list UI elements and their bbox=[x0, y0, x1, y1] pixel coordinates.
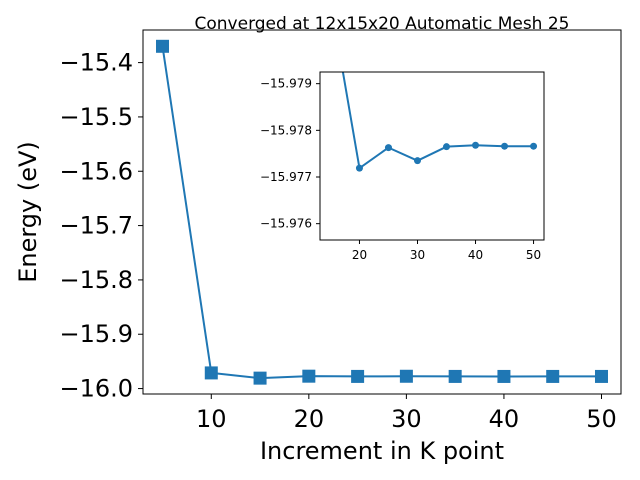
y-tick-label: −15.978 bbox=[260, 123, 312, 137]
y-tick-label: −15.9 bbox=[59, 320, 133, 348]
data-point bbox=[384, 144, 392, 152]
y-tick-label: −15.8 bbox=[59, 266, 133, 294]
y-tick-label: −16.0 bbox=[59, 375, 133, 403]
main-ticks: 10 20 30 40 50 −15.4 −15.5 −15.6 −15.7 −15.8 −15.9… bbox=[59, 49, 616, 433]
y-tick-label: −15.6 bbox=[59, 157, 133, 185]
data-point bbox=[594, 369, 608, 383]
inset-background bbox=[320, 72, 544, 240]
data-point bbox=[302, 369, 316, 383]
y-axis-label: Energy (eV) bbox=[14, 141, 42, 283]
y-tick-label: −15.976 bbox=[260, 217, 312, 231]
y-tick-label: −15.5 bbox=[59, 103, 133, 131]
y-tick-label: −15.979 bbox=[260, 77, 312, 91]
x-axis-label: Increment in K point bbox=[260, 437, 504, 465]
data-point bbox=[399, 369, 413, 383]
data-point bbox=[204, 366, 218, 380]
x-tick-label: 50 bbox=[586, 405, 617, 433]
data-point bbox=[351, 369, 365, 383]
x-tick-label: 30 bbox=[410, 248, 425, 262]
x-tick-label: 30 bbox=[391, 405, 422, 433]
data-point bbox=[253, 371, 267, 385]
x-tick-label: 40 bbox=[489, 405, 520, 433]
x-tick-label: 40 bbox=[468, 248, 483, 262]
x-tick-label: 10 bbox=[196, 405, 227, 433]
y-tick-label: −15.4 bbox=[59, 49, 133, 77]
inset-plot-frame bbox=[319, 71, 545, 241]
data-point bbox=[413, 157, 421, 165]
y-tick-label: −15.977 bbox=[260, 170, 312, 184]
inset-series bbox=[327, 0, 538, 172]
data-point bbox=[448, 369, 462, 383]
main-series bbox=[156, 39, 608, 385]
data-point bbox=[546, 369, 560, 383]
main-plot-frame bbox=[142, 29, 622, 395]
data-point bbox=[497, 369, 511, 383]
y-tick-label: −15.7 bbox=[59, 212, 133, 240]
data-point bbox=[355, 164, 363, 172]
x-tick-label: 20 bbox=[352, 248, 367, 262]
chart-title: Converged at 12x15x20 Automatic Mesh 25 bbox=[195, 14, 570, 34]
x-tick-label: 50 bbox=[526, 248, 541, 262]
data-point bbox=[156, 39, 170, 53]
data-point bbox=[443, 143, 451, 151]
x-tick-label: 20 bbox=[294, 405, 325, 433]
series-line bbox=[341, 72, 534, 170]
data-point bbox=[327, 0, 334, 3]
data-point bbox=[501, 142, 509, 150]
data-point bbox=[472, 141, 480, 149]
inset-ticks: 20 30 40 50 −15.979 −15.978 −15.977 −15.976 bbox=[260, 77, 541, 262]
data-point bbox=[530, 142, 538, 150]
series-line bbox=[161, 46, 602, 380]
